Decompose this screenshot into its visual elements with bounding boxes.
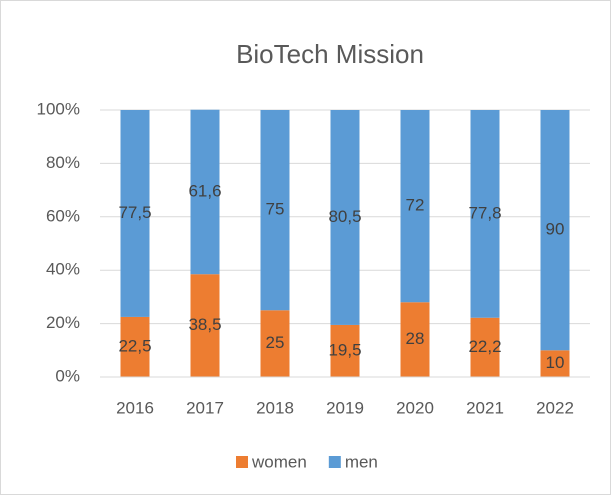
bar-segment — [190, 109, 220, 275]
bar-segment — [470, 317, 500, 377]
legend-swatch — [328, 456, 341, 468]
y-tick-label: 100% — [37, 99, 80, 118]
data-label: 19,5 — [328, 340, 361, 359]
legend-label: men — [345, 452, 378, 471]
data-label: 25 — [266, 333, 285, 352]
bar-segment — [120, 316, 150, 377]
data-label: 75 — [266, 200, 285, 219]
bar-segment — [330, 110, 360, 325]
bar-segment — [190, 274, 220, 377]
data-label: 61,6 — [188, 181, 221, 200]
x-tick-label: 2022 — [536, 398, 574, 417]
y-tick-label: 0% — [55, 366, 80, 385]
bar-segment — [470, 110, 500, 318]
data-label: 28 — [406, 329, 425, 348]
data-label: 22,2 — [468, 337, 501, 356]
y-tick-label: 60% — [46, 206, 80, 225]
bar-segment — [400, 110, 430, 303]
chart-title: BioTech Mission — [236, 39, 424, 69]
x-tick-label: 2017 — [186, 398, 224, 417]
x-tick-label: 2020 — [396, 398, 434, 417]
legend-swatch — [236, 456, 248, 468]
data-label: 90 — [546, 220, 565, 239]
data-label: 77,5 — [118, 203, 151, 222]
bar-segment — [540, 110, 570, 351]
bar-segment — [400, 302, 430, 377]
bar-segment — [330, 324, 360, 377]
x-tick-label: 2021 — [466, 398, 504, 417]
data-label: 10 — [546, 353, 565, 372]
data-label: 80,5 — [328, 207, 361, 226]
y-tick-label: 80% — [46, 153, 80, 172]
x-tick-label: 2018 — [256, 398, 294, 417]
x-tick-label: 2019 — [326, 398, 364, 417]
y-tick-label: 40% — [46, 260, 80, 279]
bar-segment — [260, 110, 290, 311]
legend-label: women — [251, 452, 307, 471]
data-label: 77,8 — [468, 203, 501, 222]
bar-segment — [260, 310, 290, 377]
y-tick-label: 20% — [46, 313, 80, 332]
bar-segment — [120, 110, 150, 317]
data-label: 38,5 — [188, 315, 221, 334]
data-label: 72 — [406, 196, 425, 215]
x-tick-label: 2016 — [116, 398, 154, 417]
data-label: 22,5 — [118, 336, 151, 355]
bar-segment — [540, 350, 570, 377]
